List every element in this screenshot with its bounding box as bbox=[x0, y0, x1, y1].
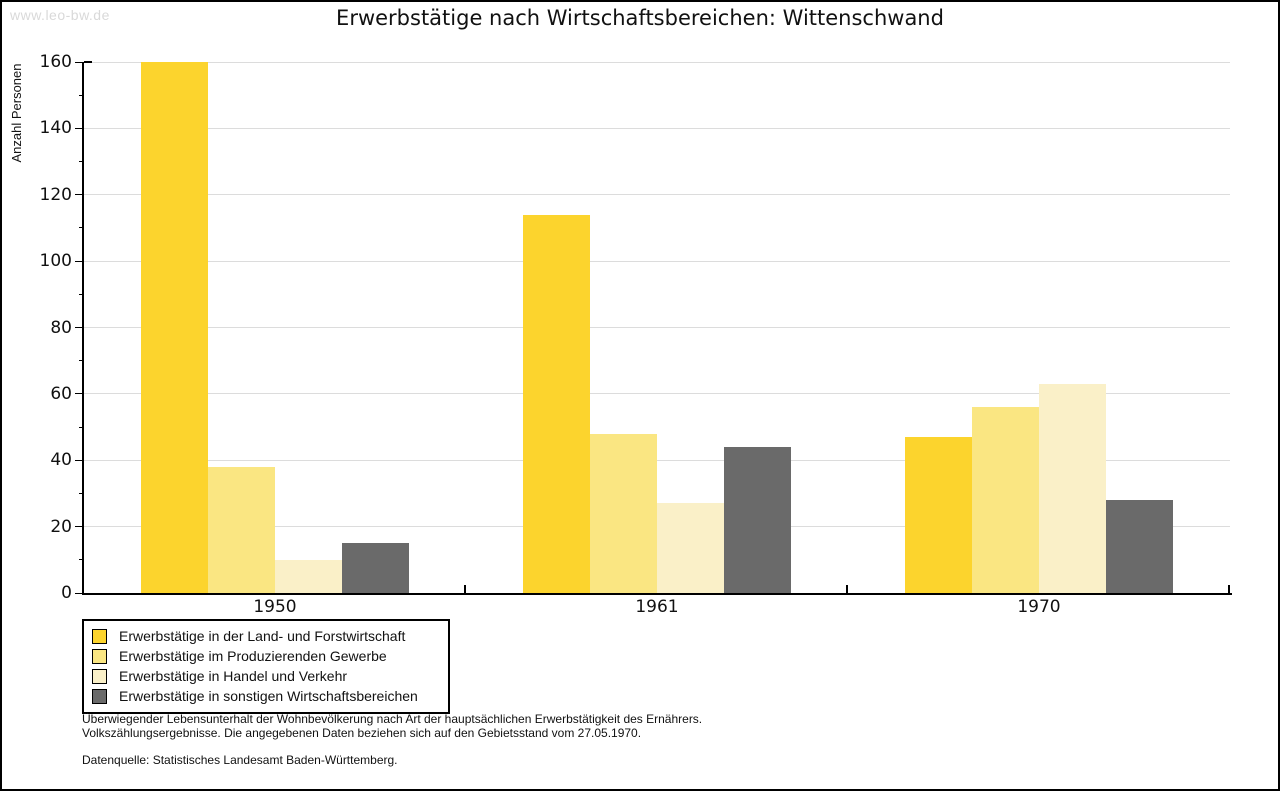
y-minor-tick bbox=[79, 94, 84, 96]
y-major-tick bbox=[75, 592, 84, 594]
bar-1950-series-4 bbox=[342, 543, 409, 593]
y-tick-label: 160 bbox=[39, 52, 72, 72]
legend-item: Erwerbstätige im Produzierenden Gewerbe bbox=[92, 646, 440, 666]
y-tick-label: 140 bbox=[39, 118, 72, 139]
legend-swatch-icon bbox=[92, 628, 107, 644]
gridline bbox=[84, 61, 1230, 63]
x-tick-label: 1950 bbox=[253, 597, 297, 617]
legend-item: Erwerbstätige in Handel und Verkehr bbox=[92, 666, 440, 686]
bar-1950-series-3 bbox=[275, 559, 342, 593]
y-minor-tick bbox=[79, 161, 84, 163]
plot-area bbox=[75, 61, 1232, 595]
bar-1970-series-2 bbox=[972, 407, 1039, 593]
y-minor-tick bbox=[79, 559, 84, 561]
watermark-text: www.leo-bw.de bbox=[10, 7, 110, 23]
y-axis-end-cap bbox=[84, 61, 92, 63]
gridline bbox=[84, 327, 1230, 328]
y-tick-label: 20 bbox=[50, 516, 72, 537]
legend-item: Erwerbstätige in der Land- und Forstwirt… bbox=[92, 626, 440, 646]
bar-1961-series-4 bbox=[724, 446, 791, 593]
y-tick-label: 60 bbox=[50, 383, 72, 404]
bar-1961-series-2 bbox=[590, 433, 657, 593]
y-tick-label: 100 bbox=[39, 251, 72, 272]
legend-item: Erwerbstätige in sonstigen Wirtschaftsbe… bbox=[92, 686, 440, 706]
y-tick-label: 80 bbox=[50, 317, 72, 338]
x-tick-label: 1970 bbox=[1017, 597, 1061, 617]
y-major-tick bbox=[75, 393, 84, 395]
gridline bbox=[84, 194, 1230, 196]
data-source-note: Datenquelle: Statistisches Landesamt Bad… bbox=[82, 753, 398, 767]
footnote-line-1: Überwiegender Lebensunterhalt der Wohnbe… bbox=[82, 712, 703, 726]
chart-title: Erwerbstätige nach Wirtschaftsbereichen:… bbox=[336, 6, 944, 30]
bar-1970-series-4 bbox=[1106, 500, 1173, 593]
y-tick-label: 120 bbox=[39, 184, 72, 205]
bar-1970-series-1 bbox=[905, 437, 972, 593]
y-minor-tick bbox=[79, 360, 84, 362]
y-major-tick bbox=[75, 459, 84, 461]
legend-label: Erwerbstätige in sonstigen Wirtschaftsbe… bbox=[119, 688, 418, 704]
y-tick-label: 40 bbox=[50, 450, 72, 471]
x-axis-section-tick bbox=[846, 585, 848, 593]
x-tick-label: 1961 bbox=[635, 597, 679, 617]
bar-1961-series-3 bbox=[657, 503, 724, 593]
x-axis-section-tick bbox=[1228, 585, 1230, 593]
legend-label: Erwerbstätige in Handel und Verkehr bbox=[119, 668, 348, 684]
y-major-tick bbox=[75, 526, 84, 528]
x-axis-line bbox=[82, 593, 1232, 595]
y-minor-tick bbox=[79, 426, 84, 428]
y-tick-label: 0 bbox=[61, 583, 72, 603]
y-axis-line bbox=[82, 62, 84, 595]
gridline bbox=[84, 127, 1230, 129]
legend-swatch-icon bbox=[92, 668, 107, 684]
footnote-line-2: Volkszählungsergebnisse. Die angegebenen… bbox=[82, 726, 642, 740]
bar-1950-series-1 bbox=[141, 62, 208, 593]
gridline bbox=[84, 393, 1230, 395]
bar-1970-series-3 bbox=[1039, 383, 1106, 593]
y-major-tick bbox=[75, 260, 84, 262]
gridline bbox=[84, 459, 1230, 461]
legend-swatch-icon bbox=[92, 648, 107, 664]
legend: Erwerbstätige in der Land- und Forstwirt… bbox=[82, 619, 450, 714]
gridline bbox=[84, 260, 1230, 262]
y-minor-tick bbox=[79, 227, 84, 229]
bar-1950-series-2 bbox=[208, 466, 275, 593]
legend-label: Erwerbstätige im Produzierenden Gewerbe bbox=[119, 648, 387, 664]
x-axis-section-tick bbox=[464, 585, 466, 593]
y-major-tick bbox=[75, 61, 84, 63]
legend-label: Erwerbstätige in der Land- und Forstwirt… bbox=[119, 628, 406, 644]
y-major-tick bbox=[75, 127, 84, 129]
y-minor-tick bbox=[79, 492, 84, 494]
y-minor-tick bbox=[79, 293, 84, 295]
bar-1961-series-1 bbox=[523, 214, 590, 593]
y-major-tick bbox=[75, 327, 84, 328]
legend-swatch-icon bbox=[92, 688, 107, 704]
y-major-tick bbox=[75, 194, 84, 196]
